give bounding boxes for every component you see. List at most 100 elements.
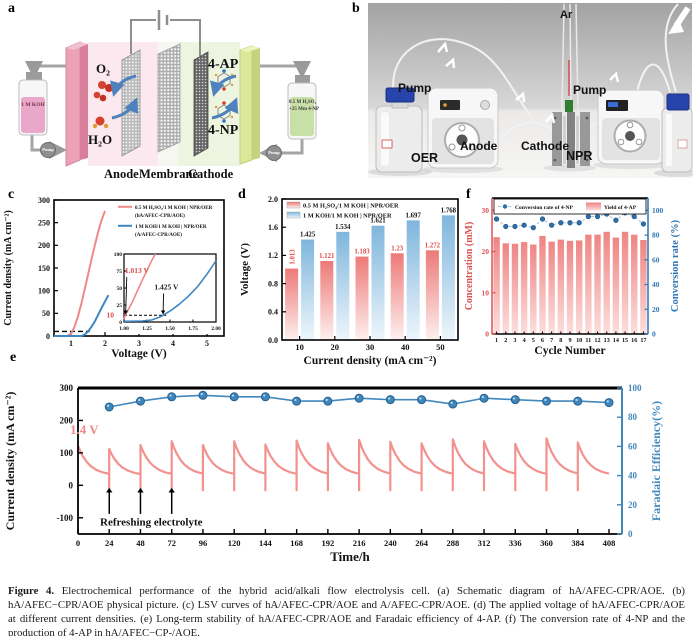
svg-text:0: 0 <box>652 330 656 339</box>
figure-caption: Figure 4. Electrochemical performance of… <box>8 584 685 636</box>
4ap-label: 4-AP <box>208 57 239 72</box>
voltage-bar-chart: 1.013 1.425 10 1.121 1.534 20 1.183 1.621 30 1.23… <box>239 195 459 367</box>
svg-text:20: 20 <box>628 500 638 510</box>
svg-text:1.23: 1.23 <box>391 245 403 252</box>
svg-text:10: 10 <box>107 311 115 320</box>
flow-cell-schematic <box>18 10 317 167</box>
svg-text:0: 0 <box>628 529 633 539</box>
svg-text:0.5 M H₂SO₄/1 M KOH | NPR/OER: 0.5 M H₂SO₄/1 M KOH | NPR/OER <box>135 205 213 211</box>
panel-label-d: d <box>238 187 246 202</box>
svg-text:30: 30 <box>482 206 490 215</box>
membrane-mesh <box>157 43 181 153</box>
svg-text:1.6: 1.6 <box>268 223 278 232</box>
h2so4-bottle-label-2: +25 Mm 4-NP <box>289 107 320 112</box>
svg-text:40: 40 <box>652 280 660 289</box>
svg-text:10: 10 <box>482 288 490 297</box>
panel-label-e: e <box>10 350 17 365</box>
pump-left-icon <box>40 142 56 158</box>
svg-text:15: 15 <box>622 337 628 344</box>
svg-text:200: 200 <box>60 415 74 425</box>
svg-text:6: 6 <box>541 337 544 344</box>
svg-text:5: 5 <box>532 337 535 344</box>
svg-text:250: 250 <box>38 218 50 227</box>
svg-text:(hA/AFEC-CPR/AOE): (hA/AFEC-CPR/AOE) <box>135 212 185 219</box>
svg-text:168: 168 <box>290 538 303 548</box>
svg-text:60: 60 <box>652 255 660 264</box>
svg-text:1: 1 <box>69 339 73 348</box>
svg-text:Current density (mA cm⁻²): Current density (mA cm⁻²) <box>3 210 14 326</box>
conversion-chart: 1 2 3 4 5 6 7 8 9 10 11 12 13 14 15 16 17010203002040608… <box>464 197 681 357</box>
svg-text:2: 2 <box>504 337 507 344</box>
svg-text:80: 80 <box>652 231 660 240</box>
svg-text:0.4: 0.4 <box>268 308 278 317</box>
svg-text:3: 3 <box>513 337 516 344</box>
svg-text:1.121: 1.121 <box>319 253 335 260</box>
membrane-label: Membrane <box>139 167 199 181</box>
svg-text:1.768: 1.768 <box>441 207 457 214</box>
svg-text:1.425: 1.425 <box>300 232 316 239</box>
svg-text:1.25: 1.25 <box>142 326 152 332</box>
svg-text:1.2: 1.2 <box>268 251 278 260</box>
svg-text:17: 17 <box>640 337 646 344</box>
svg-text:1.75: 1.75 <box>188 326 198 332</box>
svg-text:2.00: 2.00 <box>211 326 221 332</box>
svg-text:Concentration (mM): Concentration (mM) <box>464 222 475 311</box>
svg-text:60: 60 <box>628 441 638 451</box>
svg-text:20: 20 <box>331 342 340 352</box>
svg-text:144: 144 <box>259 538 273 548</box>
panel-label-f: f <box>466 187 471 202</box>
svg-text:20: 20 <box>482 247 490 256</box>
svg-text:-100: -100 <box>57 513 74 523</box>
svg-text:0: 0 <box>76 538 80 548</box>
svg-text:Time/h: Time/h <box>330 549 370 564</box>
svg-text:0: 0 <box>485 330 489 339</box>
cathode-mesh <box>193 51 209 157</box>
pump-left-b-label: Pump <box>398 81 432 95</box>
svg-text:312: 312 <box>478 538 491 548</box>
stability-chart: -100 0 100 200 300 0 20 40 60 80 100 0 24 48 72 96 120 14… <box>3 383 663 564</box>
npr-label: NPR <box>566 149 593 163</box>
panel-label-a: a <box>8 1 15 16</box>
svg-text:50: 50 <box>436 342 445 352</box>
anode-label: Anode <box>104 167 139 181</box>
cathode-label: Cathode <box>188 167 234 181</box>
svg-text:96: 96 <box>199 538 208 548</box>
svg-text:48: 48 <box>136 538 145 548</box>
svg-text:10: 10 <box>295 342 304 352</box>
svg-text:40: 40 <box>401 342 410 352</box>
svg-text:384: 384 <box>571 538 585 548</box>
svg-text:0.8: 0.8 <box>268 279 278 288</box>
svg-text:200: 200 <box>38 241 50 250</box>
bottle-cap-right <box>666 93 690 111</box>
ar-label: Ar <box>560 9 573 21</box>
panel-label-c: c <box>8 187 15 202</box>
svg-text:5: 5 <box>205 339 209 348</box>
svg-text:9: 9 <box>568 337 571 344</box>
svg-text:14: 14 <box>613 337 619 344</box>
svg-text:40: 40 <box>628 471 638 481</box>
caption-text: Electrochemical performance of the hybri… <box>8 585 685 636</box>
svg-text:(A/AFEC-CPR/AOE): (A/AFEC-CPR/AOE) <box>135 231 182 238</box>
svg-text:Voltage (V): Voltage (V) <box>111 348 167 360</box>
svg-text:75: 75 <box>117 269 123 275</box>
svg-text:0: 0 <box>46 332 50 341</box>
pump-right-label: Pump <box>268 150 280 155</box>
svg-text:300: 300 <box>60 383 74 393</box>
svg-text:100: 100 <box>60 448 74 458</box>
h2so4-bottle-label-1: 0.5 M H₂SO₄ <box>289 100 317 105</box>
svg-text:264: 264 <box>415 538 429 548</box>
cathode-b-label: Cathode <box>521 139 569 153</box>
svg-text:1.013 V: 1.013 V <box>125 266 150 275</box>
svg-text:20: 20 <box>652 305 660 314</box>
svg-text:30: 30 <box>366 342 375 352</box>
svg-text:150: 150 <box>38 264 50 273</box>
oer-label: OER <box>411 151 439 165</box>
svg-text:2: 2 <box>103 339 107 348</box>
svg-text:2.0: 2.0 <box>268 195 278 204</box>
svg-text:1.183: 1.183 <box>354 249 370 256</box>
svg-text:1.697: 1.697 <box>406 212 422 219</box>
svg-text:100: 100 <box>628 383 642 393</box>
svg-text:25: 25 <box>117 303 123 309</box>
svg-text:120: 120 <box>228 538 241 548</box>
svg-text:408: 408 <box>603 538 616 548</box>
